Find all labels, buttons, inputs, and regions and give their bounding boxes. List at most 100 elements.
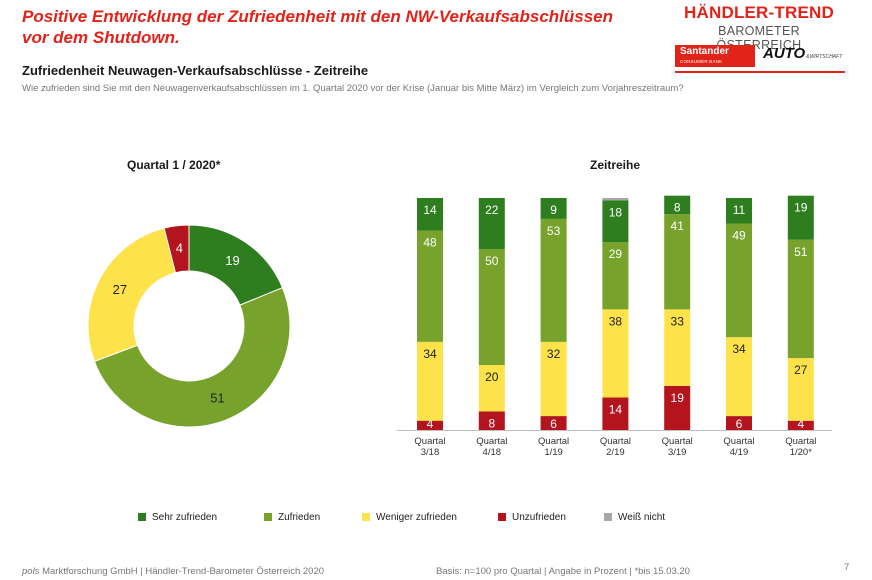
- x-tick-label-5: Quartal 3/19: [662, 436, 693, 458]
- bar-label-zufrieden-5: 41: [671, 219, 685, 233]
- santander-sub: CONSUMER BANK: [680, 59, 723, 64]
- bar-segment-zufrieden-6: [726, 223, 752, 338]
- bar-segment-sehr-zufrieden-2: [478, 198, 505, 250]
- timeseries-title: Zeitreihe: [590, 158, 641, 172]
- legend-item-weiss-nicht: Weiß nicht: [604, 512, 665, 523]
- bar-label-zufrieden-4: 29: [609, 247, 623, 261]
- bar-label-sehr-zufrieden-1: 14: [423, 203, 437, 217]
- auto-label: AUTO: [763, 45, 806, 62]
- x-tick-label-3: Quartal 1/19: [538, 436, 569, 458]
- bar-label-weniger-zufrieden-6: 34: [732, 342, 746, 356]
- x-tick-label-1: Quartal 3/18: [414, 436, 445, 458]
- bar-label-zufrieden-1: 48: [423, 235, 437, 249]
- legend-item-sehr-zufrieden: Sehr zufrieden: [138, 512, 217, 523]
- footer-source: pols Marktforschung GmbH | Händler-Trend…: [22, 566, 324, 577]
- bar-segment-weniger-zufrieden-5: [664, 309, 691, 386]
- bar-label-weniger-zufrieden-2: 20: [485, 370, 499, 384]
- auto-wirtschaft-logo: AUTO&WIRTSCHAFT: [763, 45, 842, 62]
- bar-segment-sehr-zufrieden-6: [726, 198, 752, 224]
- bar-label-sehr-zufrieden-6: 11: [733, 203, 746, 217]
- bar-label-sehr-zufrieden-3: 9: [550, 203, 557, 217]
- sponsor-logos: Santander CONSUMER BANK AUTO&WIRTSCHAFT: [675, 45, 845, 69]
- bar-label-zufrieden-3: 53: [547, 224, 561, 238]
- bar-label-unzufrieden-1: 4: [427, 417, 434, 431]
- haendler-trend-logo: HÄNDLER-TREND BAROMETER ÖSTERREICH: [674, 3, 844, 52]
- bar-label-zufrieden-7: 51: [794, 245, 808, 259]
- bar-segment-unzufrieden-1: [417, 420, 443, 430]
- legend-label: Zufrieden: [278, 512, 321, 523]
- donut-slice-unzufrieden: [163, 224, 190, 274]
- donut-label-weniger-zufrieden: 27: [113, 282, 127, 297]
- bar-segment-sehr-zufrieden-7: [787, 195, 814, 240]
- legend-label: Weniger zufrieden: [376, 512, 457, 523]
- donut-label-unzufrieden: 4: [176, 241, 183, 256]
- bar-segment-unzufrieden-7: [787, 420, 814, 430]
- legend-swatch: [362, 513, 370, 521]
- x-tick-label-4: Quartal 2/19: [600, 436, 631, 458]
- logo-title: HÄNDLER-TREND: [684, 3, 834, 22]
- bar-segment-weniger-zufrieden-6: [726, 337, 752, 417]
- legend-label: Sehr zufrieden: [152, 512, 218, 523]
- legend-item-zufrieden: Zufrieden: [264, 512, 320, 523]
- santander-logo: Santander CONSUMER BANK: [675, 45, 755, 67]
- bar-segment-weniger-zufrieden-3: [540, 341, 567, 417]
- donut-label-zufrieden: 51: [210, 391, 224, 406]
- bar-label-sehr-zufrieden-2: 22: [485, 203, 499, 217]
- bar-segment-weniger-zufrieden-2: [478, 365, 505, 412]
- bar-segment-zufrieden-4: [602, 242, 629, 310]
- bar-label-unzufrieden-7: 4: [797, 417, 804, 431]
- bar-segment-zufrieden-5: [664, 214, 691, 310]
- legend-swatch: [604, 513, 612, 521]
- footer-brand: pols: [22, 566, 40, 577]
- page-number: 7: [844, 562, 850, 573]
- bar-segment-sehr-zufrieden-1: [417, 198, 443, 231]
- legend-label: Unzufrieden: [512, 512, 566, 523]
- bar-segment-weniger-zufrieden-4: [602, 309, 629, 398]
- logo-divider: [675, 71, 845, 73]
- legend-item-unzufrieden: Unzufrieden: [498, 512, 566, 523]
- bar-label-unzufrieden-6: 6: [736, 417, 743, 431]
- donut-slice-zufrieden: [93, 287, 291, 428]
- bar-segment-sehr-zufrieden-5: [664, 195, 691, 215]
- bar-segment-weniger-zufrieden-7: [787, 358, 814, 421]
- legend-swatch: [138, 513, 146, 521]
- legend-label: Weiß nicht: [618, 512, 666, 523]
- bar-label-zufrieden-2: 50: [485, 254, 499, 268]
- x-tick-label-6: Quartal 4/19: [723, 436, 754, 458]
- bar-label-sehr-zufrieden-4: 18: [609, 205, 623, 219]
- chart-subtitle: Zufriedenheit Neuwagen-Verkaufsabschlüss…: [22, 63, 369, 78]
- x-tick-label-7: Quartal 1/20*: [785, 436, 816, 458]
- bar-label-zufrieden-6: 49: [732, 229, 746, 243]
- footer-basis: Basis: n=100 pro Quartal | Angabe in Pro…: [436, 566, 690, 577]
- headline: Positive Entwicklung der Zufriedenheit m…: [22, 7, 614, 47]
- bar-segment-unzufrieden-2: [478, 411, 505, 430]
- bar-label-unzufrieden-2: 8: [488, 416, 495, 430]
- bar-label-weniger-zufrieden-7: 27: [794, 363, 808, 377]
- bar-segment-zufrieden-3: [540, 218, 567, 342]
- bar-segment-sehr-zufrieden-4: [602, 200, 629, 243]
- bar-label-weniger-zufrieden-4: 38: [609, 314, 623, 328]
- donut-title: Quartal 1 / 2020*: [127, 158, 221, 172]
- legend-item-weniger-zufrieden: Weniger zufrieden: [362, 512, 457, 523]
- bar-segment-sehr-zufrieden-3: [540, 198, 567, 219]
- bar-label-weniger-zufrieden-1: 34: [423, 347, 437, 361]
- bar-label-sehr-zufrieden-5: 8: [674, 201, 681, 215]
- bar-label-weniger-zufrieden-3: 32: [547, 347, 561, 361]
- bar-segment-unzufrieden-6: [726, 416, 752, 430]
- bar-segment-weiss-nicht-4: [602, 198, 629, 201]
- footer-source-text: Marktforschung GmbH | Händler-Trend-Baro…: [39, 566, 325, 577]
- bar-segment-unzufrieden-4: [602, 397, 629, 430]
- bar-segment-unzufrieden-3: [540, 416, 567, 430]
- survey-question: Wie zufrieden sind Sie mit den Neuwagenv…: [22, 83, 684, 94]
- bar-label-unzufrieden-3: 6: [550, 417, 557, 431]
- bar-label-unzufrieden-4: 14: [609, 403, 623, 417]
- donut-label-sehr-zufrieden: 19: [225, 253, 239, 268]
- donut-slice-weniger-zufrieden: [87, 227, 177, 363]
- bar-segment-zufrieden-7: [787, 239, 814, 359]
- auto-sub: &WIRTSCHAFT: [806, 54, 843, 60]
- bar-segment-zufrieden-2: [478, 249, 505, 366]
- bar-segment-zufrieden-1: [417, 230, 443, 342]
- bar-label-unzufrieden-5: 19: [671, 391, 685, 405]
